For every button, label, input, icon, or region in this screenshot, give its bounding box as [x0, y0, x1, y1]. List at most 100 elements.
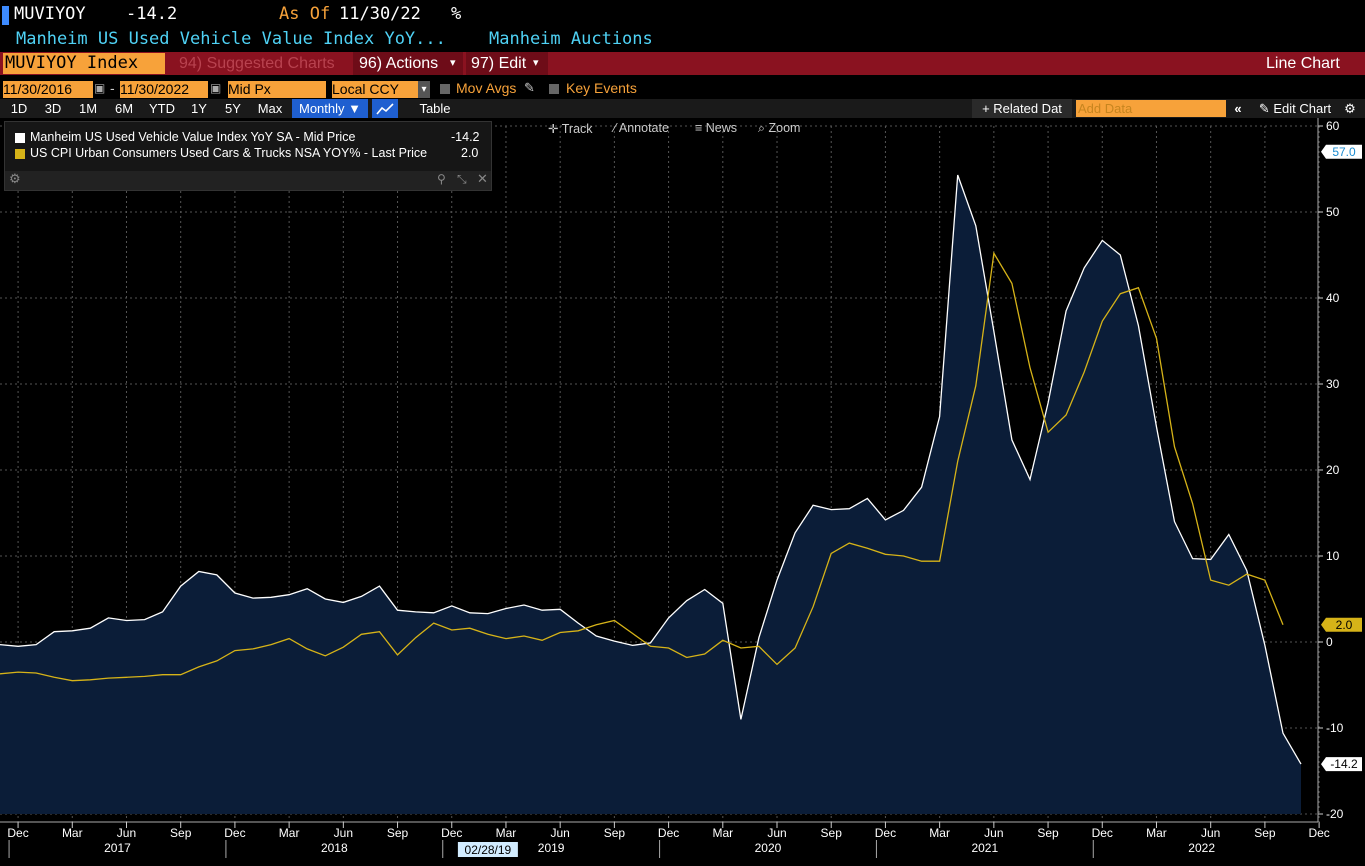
pencil-icon[interactable]: ✎	[524, 80, 535, 95]
edit-button[interactable]: 97) Edit	[471, 55, 527, 72]
as-of-label: As Of	[279, 4, 331, 24]
gear-icon[interactable]: ⚙	[1344, 101, 1356, 116]
mov-avgs-label[interactable]: Mov Avgs	[456, 80, 517, 96]
range-button-1d[interactable]: 1D	[10, 101, 28, 116]
range-button-ytd[interactable]: YTD	[149, 101, 175, 116]
x-tick-label: Dec	[441, 826, 462, 840]
source-label: Manheim Auctions	[489, 29, 653, 49]
ticker-label: MUVIYOY	[14, 4, 86, 24]
chart-type-label: Line Chart	[1266, 55, 1340, 72]
area-series	[0, 175, 1301, 814]
legend-swatch-white	[15, 133, 25, 143]
y-tick-label: -10	[1326, 721, 1344, 735]
key-events-label[interactable]: Key Events	[566, 80, 637, 96]
range-button-1y[interactable]: 1Y	[191, 101, 207, 116]
range-button-1m[interactable]: 1M	[78, 101, 98, 116]
x-tick-label: Jun	[984, 826, 1003, 840]
legend-footer	[5, 171, 491, 190]
x-tick-label: Dec	[7, 826, 28, 840]
currency-chevron-icon[interactable]: ▾	[418, 81, 430, 98]
crosshair-date-label: 02/28/19	[465, 843, 512, 857]
legend-series-2-value: 2.0	[461, 146, 479, 160]
close-icon[interactable]: ✕	[477, 171, 488, 186]
range-button-6m[interactable]: 6M	[114, 101, 134, 116]
value-markers: 57.0 2.0 -14.2	[1321, 144, 1362, 772]
x-year-label: 2018	[321, 841, 348, 855]
end-date-field[interactable]: 11/30/2022	[120, 81, 208, 98]
x-tick-label: Mar	[929, 826, 950, 840]
currency-select[interactable]: Local CCY	[332, 81, 418, 98]
range-button-5y[interactable]: 5Y	[225, 101, 241, 116]
unit-label: %	[451, 4, 462, 24]
y-tick-label: 30	[1326, 377, 1340, 391]
minimize-icon[interactable]: ⤡	[457, 172, 467, 186]
x-tick-label: Sep	[604, 826, 626, 840]
range-toolbar: 1D 3D 1M 6M YTD 1Y 5Y Max Monthly ▼ Tabl…	[0, 99, 1365, 118]
related-data-button[interactable]: + Related Dat	[972, 99, 1072, 118]
price-field-select[interactable]: Mid Px	[228, 81, 326, 98]
crosshair-icon: ✛	[548, 122, 562, 136]
collapse-icon[interactable]: «	[1234, 101, 1242, 116]
calendar-icon[interactable]: ▣	[210, 81, 222, 95]
x-tick-label: Jun	[117, 826, 136, 840]
pin-icon[interactable]: ⚲	[437, 172, 446, 186]
series-1-area	[0, 175, 1301, 814]
y-tick-label: 60	[1326, 119, 1340, 133]
edit-button-bg	[466, 52, 548, 75]
x-tick-label: Sep	[387, 826, 409, 840]
zoom-label: Zoom	[768, 121, 801, 135]
legend-series-1-label: Manheim US Used Vehicle Value Index YoY …	[30, 130, 356, 144]
legend[interactable]: Manheim US Used Vehicle Value Index YoY …	[4, 121, 492, 191]
line-series	[0, 174, 1302, 765]
crosshair-date-box	[457, 842, 518, 857]
x-tick-label: Dec	[1308, 826, 1329, 840]
line-chart[interactable]: -20 -10 0 10 20 30 40 50 60 Dec Mar Jun Sep Dec Mar Ju…	[0, 118, 1365, 866]
suggested-charts-button[interactable]: 94) Suggested Charts	[179, 55, 335, 72]
x-tick-label: Sep	[1254, 826, 1276, 840]
pencil-icon: ✎	[1258, 101, 1274, 116]
x-year-label: 2017	[104, 841, 131, 855]
x-tick-label: Sep	[170, 826, 192, 840]
x-tick-label: Dec	[875, 826, 896, 840]
line-chart-icon[interactable]	[372, 99, 398, 118]
annotate-label: Annotate	[618, 121, 669, 135]
track-label: Track	[561, 122, 593, 136]
cursor-block	[2, 6, 9, 25]
value-marker	[1321, 757, 1362, 772]
security-field[interactable]: MUVIYOY Index	[3, 53, 165, 74]
x-tick-label: Dec	[224, 826, 245, 840]
period-select[interactable]: Monthly ▼	[292, 99, 368, 118]
range-button-3d[interactable]: 3D	[44, 101, 62, 116]
track-button[interactable]: ✛ Track	[548, 121, 593, 136]
x-tick-label: Mar	[496, 826, 517, 840]
start-date-field[interactable]: 11/30/2016	[3, 81, 93, 98]
x-year-label: 2019	[538, 841, 565, 855]
add-data-input[interactable]: Add Data	[1076, 100, 1226, 117]
x-year-label: 2021	[971, 841, 998, 855]
edit-chart-label: Edit Chart	[1273, 101, 1332, 116]
legend-series-2-label: US CPI Urban Consumers Used Cars & Truck…	[30, 146, 428, 160]
calendar-icon[interactable]: ▣	[94, 81, 106, 95]
news-label: News	[705, 121, 738, 135]
annotate-button[interactable]: ⁄ Annotate	[614, 121, 669, 135]
y-tick-label: -20	[1326, 807, 1344, 821]
key-events-checkbox[interactable]	[549, 84, 559, 94]
news-button[interactable]: ≡ News	[695, 121, 737, 135]
x-tick-label: Jun	[334, 826, 353, 840]
x-tick-label: Mar	[712, 826, 733, 840]
table-button[interactable]: Table	[419, 101, 451, 116]
mov-avgs-checkbox[interactable]	[440, 84, 450, 94]
range-button-max[interactable]: Max	[257, 101, 283, 116]
last-value: -14.2	[126, 4, 178, 24]
y-tick-label: 50	[1326, 205, 1340, 219]
news-icon: ≡	[695, 121, 706, 135]
value-marker-label: 57.0	[1332, 145, 1356, 159]
gear-icon[interactable]: ⚙	[9, 171, 21, 186]
edit-chart-button[interactable]: ✎ Edit Chart	[1253, 99, 1337, 118]
zoom-button[interactable]: ⌕ Zoom	[758, 121, 800, 136]
x-tick-label: Sep	[821, 826, 843, 840]
y-axis: -20 -10 0 10 20 30 40 50 60	[1317, 118, 1344, 822]
x-tick-label: Jun	[767, 826, 786, 840]
actions-button[interactable]: 96) Actions	[359, 55, 439, 72]
series-2-line	[0, 251, 1284, 682]
